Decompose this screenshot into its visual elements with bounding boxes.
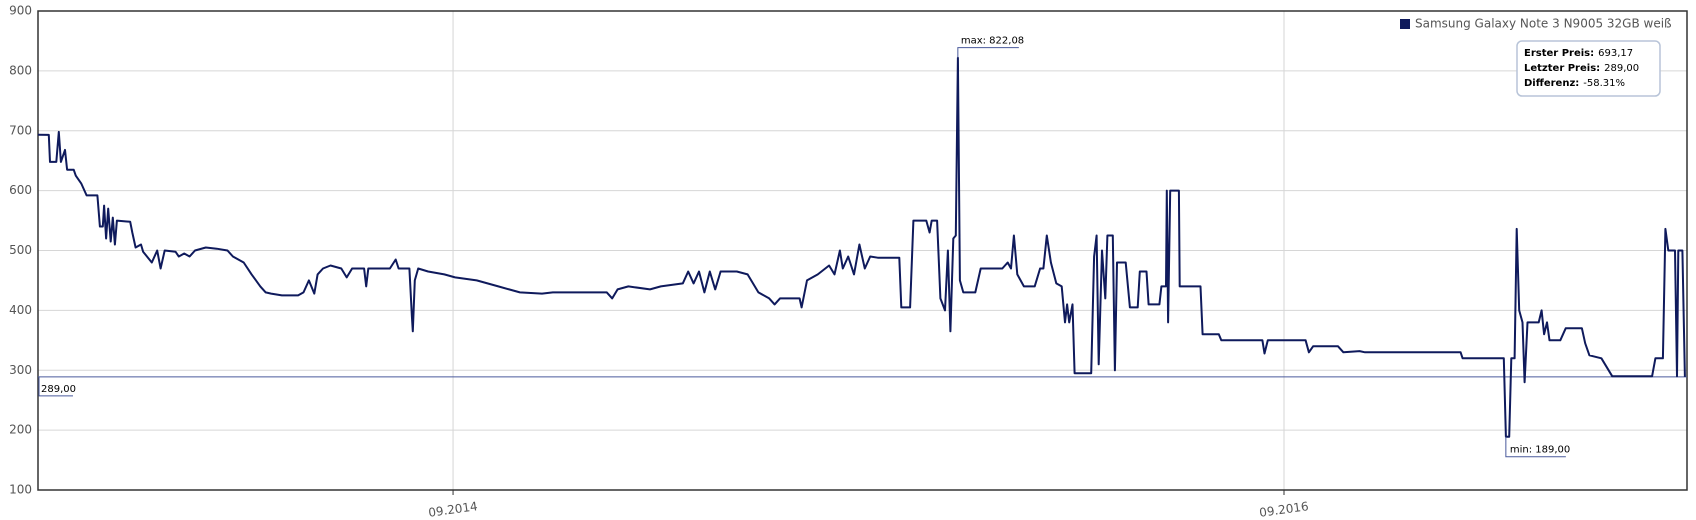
- y-tick-label: 300: [9, 363, 32, 377]
- info-label: Erster Preis:: [1524, 48, 1594, 59]
- x-tick-label: 09.2014: [427, 499, 478, 520]
- info-value: 693,17: [1598, 48, 1633, 59]
- info-label: Letzter Preis:: [1524, 63, 1600, 74]
- info-value: -58.31%: [1583, 78, 1625, 89]
- legend-swatch: [1400, 19, 1410, 29]
- callout: [1505, 436, 1566, 458]
- y-tick-label: 500: [9, 243, 32, 257]
- info-row: Differenz: -58.31%: [1524, 78, 1625, 89]
- info-value: 289,00: [1604, 63, 1639, 74]
- info-row: Letzter Preis: 289,00: [1524, 63, 1639, 74]
- y-tick-label: 400: [9, 303, 32, 317]
- y-tick-label: 100: [9, 483, 32, 497]
- info-label: Differenz:: [1524, 78, 1579, 89]
- min-label: min: 189,00: [1510, 445, 1570, 456]
- info-row: Erster Preis: 693,17: [1524, 48, 1633, 59]
- callout: [957, 47, 1019, 58]
- plot-border: [37, 10, 1688, 491]
- y-tick-label: 600: [9, 183, 32, 197]
- y-tick-label: 700: [9, 123, 32, 137]
- reference-label: 289,00: [41, 384, 76, 395]
- x-tick-label: 09.2016: [1258, 499, 1309, 520]
- callout: [38, 376, 73, 397]
- y-tick-label: 200: [9, 423, 32, 437]
- y-tick-label: 800: [9, 63, 32, 77]
- price-line: [37, 56, 1686, 438]
- legend-label: Samsung Galaxy Note 3 N9005 32GB weiß: [1415, 17, 1672, 31]
- info-box: [1516, 40, 1661, 97]
- max-label: max: 822,08: [961, 36, 1024, 47]
- y-tick-label: 900: [9, 4, 32, 18]
